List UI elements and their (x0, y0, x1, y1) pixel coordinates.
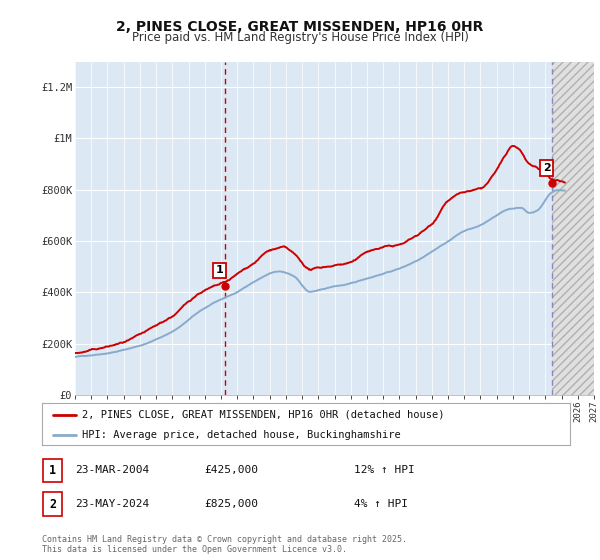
Text: 2, PINES CLOSE, GREAT MISSENDEN, HP16 0HR (detached house): 2, PINES CLOSE, GREAT MISSENDEN, HP16 0H… (82, 410, 444, 420)
Text: £425,000: £425,000 (204, 465, 258, 475)
Text: Price paid vs. HM Land Registry's House Price Index (HPI): Price paid vs. HM Land Registry's House … (131, 31, 469, 44)
FancyBboxPatch shape (43, 459, 62, 482)
Text: 23-MAR-2004: 23-MAR-2004 (75, 465, 149, 475)
Text: 12% ↑ HPI: 12% ↑ HPI (354, 465, 415, 475)
Text: 1: 1 (49, 464, 56, 477)
Text: 1: 1 (216, 265, 224, 276)
Text: 2: 2 (49, 497, 56, 511)
Text: Contains HM Land Registry data © Crown copyright and database right 2025.
This d: Contains HM Land Registry data © Crown c… (42, 535, 407, 554)
Text: 2, PINES CLOSE, GREAT MISSENDEN, HP16 0HR: 2, PINES CLOSE, GREAT MISSENDEN, HP16 0H… (116, 20, 484, 34)
Polygon shape (553, 62, 594, 395)
FancyBboxPatch shape (43, 492, 62, 516)
Text: 23-MAY-2024: 23-MAY-2024 (75, 499, 149, 509)
Text: 4% ↑ HPI: 4% ↑ HPI (354, 499, 408, 509)
Text: 2: 2 (543, 163, 551, 173)
Text: £825,000: £825,000 (204, 499, 258, 509)
Text: HPI: Average price, detached house, Buckinghamshire: HPI: Average price, detached house, Buck… (82, 430, 400, 440)
